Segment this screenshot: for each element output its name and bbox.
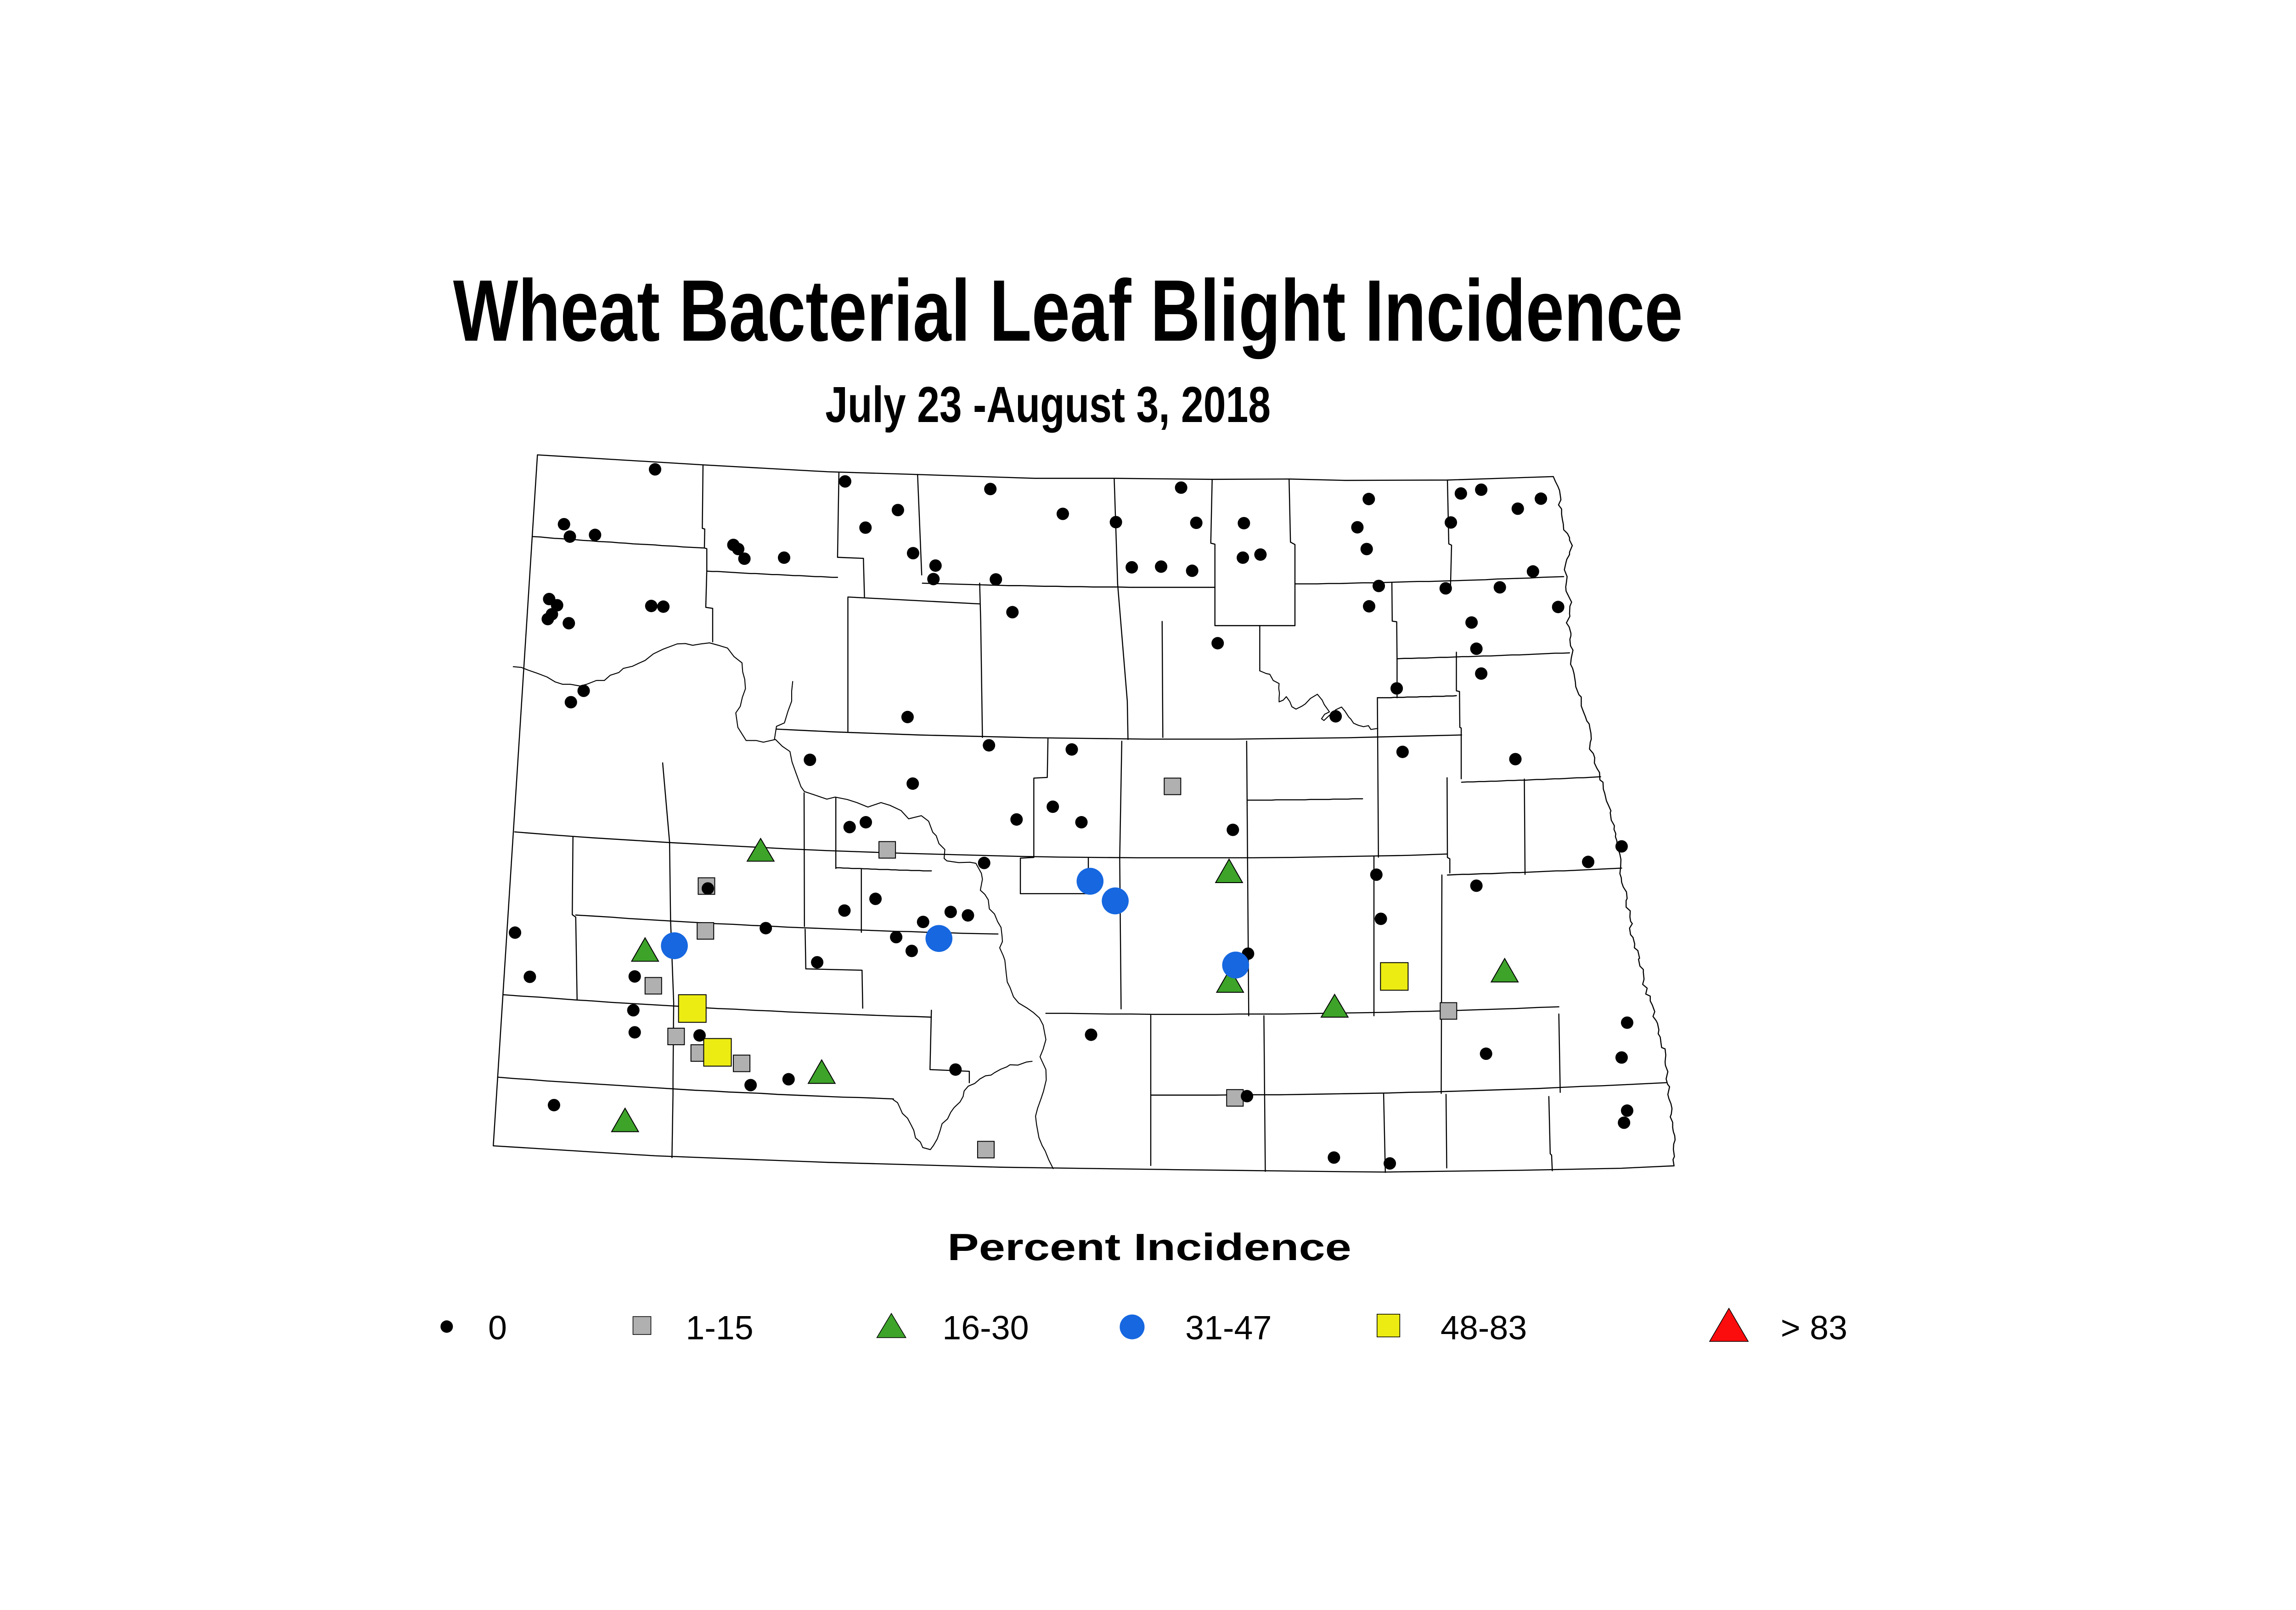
svg-text:16-30: 16-30 <box>942 1309 1029 1347</box>
svg-text:July 23 -August 3, 2018: July 23 -August 3, 2018 <box>825 377 1271 433</box>
svg-text:31-47: 31-47 <box>1185 1309 1272 1347</box>
svg-text:> 83: > 83 <box>1781 1309 1847 1347</box>
svg-text:Percent Incidence: Percent Incidence <box>947 1226 1351 1268</box>
svg-text:Wheat Bacterial Leaf Blight In: Wheat Bacterial Leaf Blight Incidence <box>453 262 1683 360</box>
svg-text:48-83: 48-83 <box>1441 1309 1527 1347</box>
svg-text:0: 0 <box>488 1309 507 1347</box>
svg-text:1-15: 1-15 <box>686 1309 753 1347</box>
